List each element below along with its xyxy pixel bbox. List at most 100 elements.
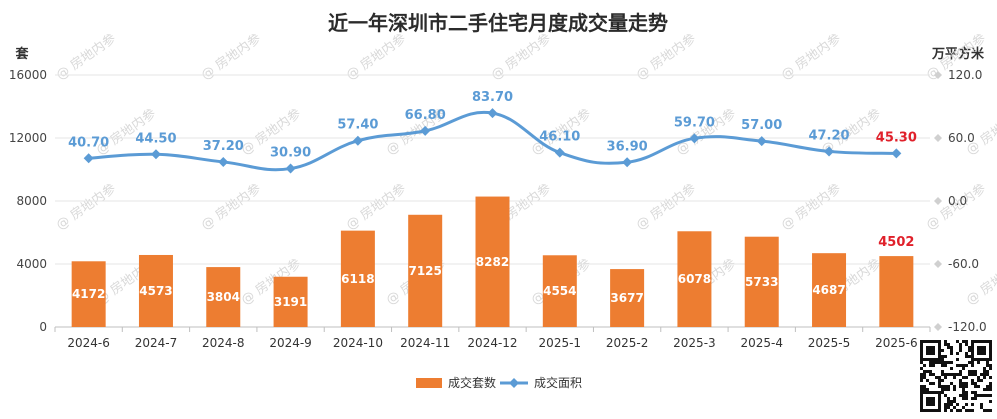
qr-module <box>959 379 962 382</box>
qr-module <box>962 397 965 400</box>
bar-value-label: 3804 <box>207 290 240 304</box>
left-tick-label: 16000 <box>9 68 47 82</box>
qr-module <box>965 340 968 343</box>
qr-module <box>950 403 953 406</box>
qr-module <box>977 379 980 382</box>
qr-module <box>968 349 971 352</box>
legend: 成交套数 成交面积 <box>416 375 582 390</box>
line-point <box>487 108 498 119</box>
qr-module <box>929 373 932 376</box>
qr-module <box>950 361 953 364</box>
watermark-layer: @ 房地内参 @ 房地内参 @ 房地内参 @ 房地内参 @ 房地内参 @ 房地内参 @ 房地… <box>53 31 997 309</box>
x-axis: 2024-6 2024-7 2024-8 2024-9 2024-10 2024-11 20… <box>54 327 931 350</box>
qr-module <box>974 382 977 385</box>
qr-module <box>929 364 932 367</box>
qr-module <box>941 358 944 361</box>
qr-module <box>953 400 956 403</box>
qr-module <box>965 403 968 406</box>
qr-module <box>971 370 974 373</box>
qr-module <box>971 379 974 382</box>
qr-module <box>965 376 968 379</box>
qr-module <box>971 391 974 394</box>
qr-module <box>944 403 947 406</box>
qr-module <box>944 343 947 346</box>
qr-module <box>938 376 941 379</box>
qr-module <box>938 382 941 385</box>
qr-module <box>929 382 932 385</box>
left-axis: 0 4000 8000 12000 16000 <box>9 68 47 334</box>
bar-value-label: 4502 <box>878 235 914 250</box>
bar-value-label: 3191 <box>274 295 307 309</box>
legend-bar-swatch <box>416 378 442 388</box>
qr-module <box>959 349 962 352</box>
line-value-label: 66.80 <box>405 108 446 123</box>
bar-value-label: 4172 <box>72 287 105 301</box>
line-point <box>756 136 767 147</box>
right-tick: -60.0 <box>934 257 979 271</box>
qr-module <box>932 382 935 385</box>
qr-module <box>947 406 950 409</box>
qr-module <box>980 403 983 406</box>
bar-value-label: 4554 <box>543 284 576 298</box>
qr-module <box>953 397 956 400</box>
qr-finder-core <box>926 346 935 355</box>
bar <box>71 261 106 327</box>
right-tick: 120.0 <box>934 68 982 82</box>
qr-module <box>944 373 947 376</box>
qr-module <box>959 373 962 376</box>
right-tick-marker <box>934 71 942 79</box>
qr-module <box>956 364 959 367</box>
qr-module <box>950 382 953 385</box>
right-tick-marker <box>934 260 942 268</box>
legend-line-marker <box>509 378 519 388</box>
line-point <box>150 149 161 160</box>
qr-module <box>965 385 968 388</box>
bar-value-label: 4687 <box>812 283 845 297</box>
qr-module <box>941 349 944 352</box>
line-point <box>622 157 633 168</box>
bar-value-label: 7125 <box>408 264 441 278</box>
qr-module <box>965 355 968 358</box>
line-value-label: 57.00 <box>741 118 782 133</box>
qr-module <box>989 388 992 391</box>
qr-module <box>950 400 953 403</box>
qr-module <box>965 352 968 355</box>
qr-module <box>962 394 965 397</box>
bar <box>744 236 779 327</box>
qr-module <box>947 343 950 346</box>
qr-module <box>965 364 968 367</box>
bar-value-label: 5733 <box>745 275 778 289</box>
qr-module <box>983 394 986 397</box>
qr-module <box>950 352 953 355</box>
bar-labels: 4172 4573 3804 3191 6118 7125 8282 4554 3677 6078… <box>72 235 914 309</box>
qr-module <box>971 382 974 385</box>
qr-module <box>959 385 962 388</box>
qr-module <box>989 394 992 397</box>
qr-module <box>941 370 944 373</box>
qr-module <box>941 388 944 391</box>
qr-module <box>974 385 977 388</box>
line-value-label: 44.50 <box>135 131 176 146</box>
x-tick-label: 2025-1 <box>539 336 582 350</box>
qr-module <box>944 385 947 388</box>
qr-module <box>956 373 959 376</box>
qr-module <box>974 373 977 376</box>
qr-module <box>968 373 971 376</box>
qr-module <box>962 388 965 391</box>
right-axis: -120.0 -60.0 0.0 60.0 120.0 <box>934 68 987 334</box>
qr-module <box>968 355 971 358</box>
qr-module <box>947 397 950 400</box>
qr-module <box>971 403 974 406</box>
left-tick-label: 12000 <box>9 131 47 145</box>
qr-module <box>941 391 944 394</box>
bar <box>408 214 443 327</box>
qr-module <box>947 361 950 364</box>
qr-module <box>977 376 980 379</box>
qr-module <box>977 361 980 364</box>
qr-module <box>947 346 950 349</box>
bar <box>206 267 241 327</box>
qr-module <box>923 373 926 376</box>
qr-module <box>962 385 965 388</box>
chart-title: 近一年深圳市二手住宅月度成交量走势 <box>328 11 668 35</box>
